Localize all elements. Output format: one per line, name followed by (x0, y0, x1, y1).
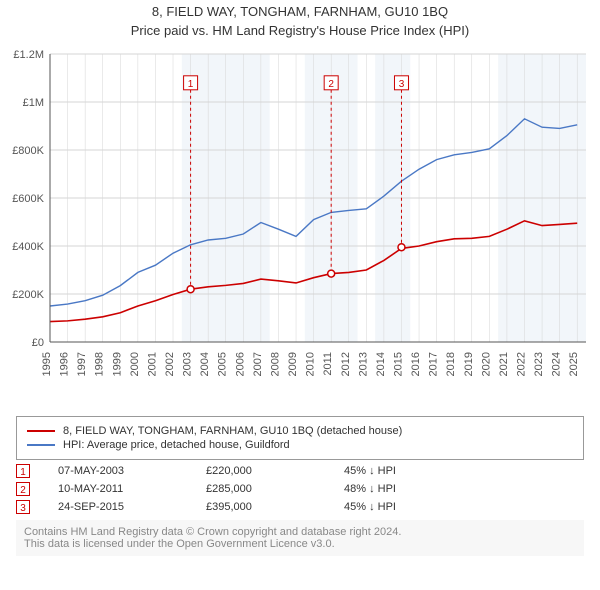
svg-text:2004: 2004 (199, 352, 211, 376)
chart-title: 8, FIELD WAY, TONGHAM, FARNHAM, GU10 1BQ (0, 4, 600, 19)
svg-text:2022: 2022 (515, 352, 527, 376)
svg-text:2017: 2017 (428, 352, 440, 376)
svg-text:2020: 2020 (480, 352, 492, 376)
svg-text:2011: 2011 (322, 352, 334, 376)
legend: 8, FIELD WAY, TONGHAM, FARNHAM, GU10 1BQ… (16, 416, 584, 460)
svg-text:2025: 2025 (568, 352, 580, 376)
footer-line1: Contains HM Land Registry data © Crown c… (24, 526, 576, 538)
chart-container: 8, FIELD WAY, TONGHAM, FARNHAM, GU10 1BQ… (0, 4, 600, 556)
footer-line2: This data is licensed under the Open Gov… (24, 538, 576, 550)
svg-text:1997: 1997 (76, 352, 88, 376)
svg-text:1999: 1999 (111, 352, 123, 376)
svg-text:2015: 2015 (392, 352, 404, 376)
legend-item: 8, FIELD WAY, TONGHAM, FARNHAM, GU10 1BQ… (27, 425, 573, 437)
svg-text:1998: 1998 (94, 352, 106, 376)
svg-text:1: 1 (188, 79, 194, 90)
svg-text:£800K: £800K (12, 145, 44, 157)
event-delta: 48% ↓ HPI (344, 483, 396, 495)
event-price: £395,000 (206, 501, 316, 513)
svg-text:2023: 2023 (533, 352, 545, 376)
svg-text:2001: 2001 (146, 352, 158, 376)
svg-text:2019: 2019 (463, 352, 475, 376)
svg-text:2: 2 (328, 79, 334, 90)
svg-text:2018: 2018 (445, 352, 457, 376)
chart-subtitle: Price paid vs. HM Land Registry's House … (0, 23, 600, 38)
event-price: £220,000 (206, 465, 316, 477)
svg-text:2010: 2010 (305, 352, 317, 376)
event-delta: 45% ↓ HPI (344, 501, 396, 513)
event-delta: 45% ↓ HPI (344, 465, 396, 477)
legend-label: 8, FIELD WAY, TONGHAM, FARNHAM, GU10 1BQ… (63, 425, 402, 437)
svg-text:2008: 2008 (269, 352, 281, 376)
event-date: 10-MAY-2011 (58, 483, 178, 495)
events-table: 1 07-MAY-2003 £220,000 45% ↓ HPI 2 10-MAY-201… (16, 464, 584, 514)
svg-text:2005: 2005 (217, 352, 229, 376)
svg-text:£0: £0 (32, 337, 44, 349)
event-row: 1 07-MAY-2003 £220,000 45% ↓ HPI (16, 464, 584, 478)
svg-text:£200K: £200K (12, 289, 44, 301)
svg-text:2006: 2006 (234, 352, 246, 376)
svg-text:2016: 2016 (410, 352, 422, 376)
legend-item: HPI: Average price, detached house, Guil… (27, 439, 573, 451)
svg-text:2013: 2013 (357, 352, 369, 376)
svg-text:2024: 2024 (551, 352, 563, 376)
svg-text:1995: 1995 (41, 352, 53, 376)
event-badge: 1 (16, 464, 30, 478)
svg-text:2021: 2021 (498, 352, 510, 376)
legend-label: HPI: Average price, detached house, Guil… (63, 439, 290, 451)
event-date: 24-SEP-2015 (58, 501, 178, 513)
svg-text:2002: 2002 (164, 352, 176, 376)
event-row: 2 10-MAY-2011 £285,000 48% ↓ HPI (16, 482, 584, 496)
svg-text:£400K: £400K (12, 241, 44, 253)
event-date: 07-MAY-2003 (58, 465, 178, 477)
svg-text:2014: 2014 (375, 352, 387, 376)
svg-text:£1M: £1M (23, 97, 44, 109)
svg-text:2000: 2000 (129, 352, 141, 376)
svg-text:2003: 2003 (182, 352, 194, 376)
svg-text:1996: 1996 (59, 352, 71, 376)
event-price: £285,000 (206, 483, 316, 495)
event-badge: 2 (16, 482, 30, 496)
event-row: 3 24-SEP-2015 £395,000 45% ↓ HPI (16, 500, 584, 514)
svg-text:3: 3 (399, 79, 405, 90)
svg-text:£600K: £600K (12, 193, 44, 205)
svg-text:2007: 2007 (252, 352, 264, 376)
svg-text:£1.2M: £1.2M (13, 49, 44, 61)
legend-swatch (27, 444, 55, 446)
event-badge: 3 (16, 500, 30, 514)
svg-text:2009: 2009 (287, 352, 299, 376)
legend-swatch (27, 430, 55, 432)
svg-text:2012: 2012 (340, 352, 352, 376)
chart-plot: £0 £200K £400K £600K £800K £1M £1.2M 1995 1996 19… (0, 42, 600, 412)
footer: Contains HM Land Registry data © Crown c… (16, 520, 584, 556)
